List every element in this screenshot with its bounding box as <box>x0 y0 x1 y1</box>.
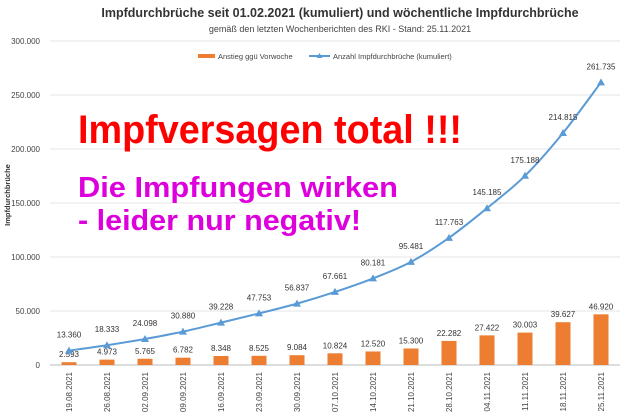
line-marker <box>559 128 567 136</box>
bar-data-label: 6.782 <box>173 346 194 355</box>
line-marker <box>521 171 529 179</box>
bar <box>517 332 533 365</box>
x-tick-label: 14.10.2021 <box>369 371 378 412</box>
line-data-label: 30.880 <box>171 312 196 321</box>
bar <box>441 340 457 365</box>
bar <box>327 353 343 365</box>
bar-data-label: 2.593 <box>59 350 80 359</box>
x-tick-label: 04.11.2021 <box>483 371 492 411</box>
y-tick-label: 200.000 <box>11 145 40 154</box>
bar <box>479 335 495 365</box>
y-tick-label: 0 <box>36 361 41 370</box>
x-tick-label: 11.11.2021 <box>521 371 530 410</box>
bar <box>365 351 381 365</box>
line-data-label: 18.333 <box>95 325 120 334</box>
legend-label-line: Anzahl Impfdurchbrüche (kumuliert) <box>333 52 452 61</box>
bar <box>175 357 191 365</box>
x-tick-label: 26.08.2021 <box>103 371 112 412</box>
annotation-pink-2: - leider nur negativ! <box>78 205 361 237</box>
bar-data-label: 46.920 <box>589 302 614 311</box>
bar-data-label: 27.422 <box>475 323 500 332</box>
line-marker <box>407 257 415 265</box>
line-marker <box>141 334 149 342</box>
legend: Anstieg ggü Vorwoche Anzahl Impfdurchbrü… <box>198 52 452 61</box>
annotation-pink-1: Die Impfungen wirken <box>78 172 398 204</box>
bar-data-label: 10.824 <box>323 341 348 350</box>
y-tick-label: 100.000 <box>11 253 40 262</box>
bar-data-label: 22.282 <box>437 329 462 338</box>
bar-data-label: 8.348 <box>211 344 232 353</box>
bar <box>403 348 419 365</box>
bar-data-label: 12.520 <box>361 339 386 348</box>
line-marker <box>65 346 73 354</box>
bar <box>99 359 115 365</box>
x-tick-label: 02.09.2021 <box>141 371 150 412</box>
x-tick-label: 25.11.2021 <box>597 371 606 411</box>
line-data-label: 47.753 <box>247 293 272 302</box>
line-data-label: 95.481 <box>399 242 424 251</box>
bar <box>593 314 609 365</box>
bar <box>213 355 229 365</box>
y-tick-label: 300.000 <box>11 37 40 46</box>
x-tick-label: 19.08.2021 <box>65 371 74 412</box>
legend-label-bar: Anstieg ggü Vorwoche <box>218 52 293 61</box>
x-tick-label: 30.09.2021 <box>293 371 302 412</box>
line-marker <box>483 204 491 212</box>
line-marker <box>369 274 377 282</box>
y-tick-label: 150.000 <box>11 199 40 208</box>
line-data-label: 67.661 <box>323 272 348 281</box>
annotation-red: Impfversagen total !!! <box>78 108 462 152</box>
x-tick-label: 21.10.2021 <box>407 371 416 412</box>
line-data-label: 24.098 <box>133 319 158 328</box>
y-axis-label: Impfdurchbrüche <box>3 164 12 226</box>
line-marker <box>293 299 301 307</box>
line-data-label: 214.815 <box>549 113 578 122</box>
line-data-label: 80.181 <box>361 258 386 267</box>
y-tick-label: 50.000 <box>16 307 41 316</box>
line-marker <box>179 327 187 335</box>
bar <box>61 362 77 365</box>
line-data-label: 13.360 <box>57 331 82 340</box>
bar-data-label: 15.300 <box>399 336 424 345</box>
x-tick-label: 07.10.2021 <box>331 371 340 412</box>
bar <box>555 322 571 365</box>
bar-data-label: 5.765 <box>135 347 156 356</box>
legend-swatch-bar <box>198 54 215 58</box>
line-marker <box>597 78 605 86</box>
bar-data-label: 4.973 <box>97 348 118 357</box>
line-data-label: 39.228 <box>209 303 234 312</box>
x-tick-label: 16.09.2021 <box>217 371 226 412</box>
line-data-label: 175.188 <box>511 156 540 165</box>
line-marker <box>331 287 339 295</box>
bar <box>251 355 267 365</box>
line-data-label: 145.185 <box>473 188 502 197</box>
line-data-label: 117.763 <box>435 218 464 227</box>
bar-data-label: 8.525 <box>249 344 270 353</box>
x-tick-label: 09.09.2021 <box>179 371 188 412</box>
line-marker <box>103 341 111 349</box>
bar-data-label: 9.084 <box>287 343 308 352</box>
line-marker <box>217 318 225 326</box>
line-marker <box>255 309 263 317</box>
x-tick-label: 28.10.2021 <box>445 371 454 412</box>
line-data-label: 261.735 <box>587 62 616 71</box>
bar-data-label: 39.627 <box>551 310 576 319</box>
line-marker <box>445 233 453 241</box>
bar <box>289 355 305 365</box>
legend-marker-triangle-icon <box>316 53 323 58</box>
x-tick-label: 23.09.2021 <box>255 371 264 412</box>
y-tick-label: 250.000 <box>11 91 40 100</box>
line-data-label: 56.837 <box>285 284 310 293</box>
chart-title: Impfdurchbrüche seit 01.02.2021 (kumulie… <box>101 6 578 20</box>
x-tick-label: 18.11.2021 <box>559 371 568 411</box>
chart-subtitle: gemäß den letzten Wochenberichten des RK… <box>209 24 471 34</box>
bar <box>137 358 153 365</box>
bar-data-label: 30.003 <box>513 321 538 330</box>
